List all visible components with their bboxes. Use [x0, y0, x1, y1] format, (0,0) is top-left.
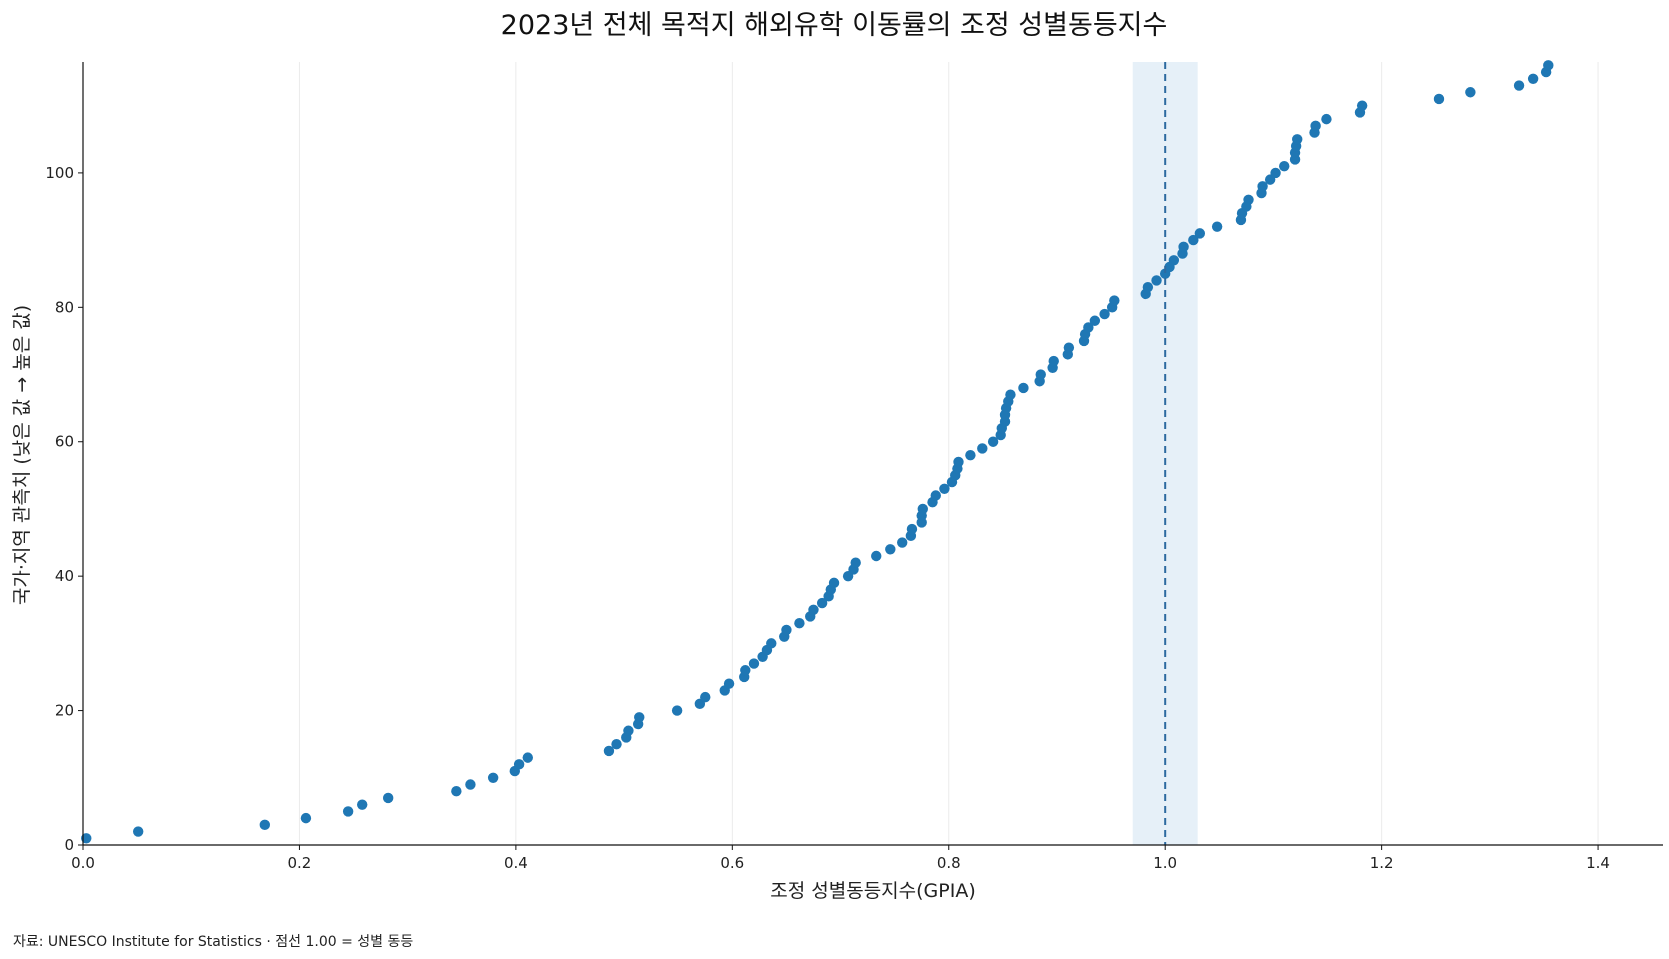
- y-axis-ticks: 0 20 40 60 80 100: [45, 164, 83, 854]
- data-point-8: [451, 786, 462, 797]
- x-tick-label-7: 1.4: [1586, 854, 1610, 872]
- data-point-67: [1005, 389, 1016, 400]
- data-point-2: [132, 826, 144, 837]
- data-point-50: [917, 503, 928, 515]
- data-point-35: [808, 604, 819, 615]
- x-tick-label-2: 0.4: [504, 854, 528, 872]
- y-axis-label: 국가·지역 관측치 (낮은 값 → 높은 값): [11, 305, 33, 605]
- data-point-113: [1513, 80, 1525, 91]
- data-point-12: [513, 759, 525, 770]
- data-point-13: [522, 752, 533, 763]
- data-point-92: [1211, 221, 1223, 232]
- x-axis-ticks: 0.0 0.2 0.4 0.6 0.8 1.0 1.2 1.4: [71, 845, 1610, 872]
- data-point-112: [1465, 87, 1476, 98]
- data-point-47: [906, 523, 918, 535]
- data-point-52: [930, 490, 941, 501]
- data-point-59: [977, 443, 988, 454]
- x-tick-label-4: 0.8: [937, 854, 961, 872]
- data-point-44: [885, 544, 896, 555]
- y-tick-label-4: 80: [55, 298, 74, 316]
- x-tick-label-6: 1.2: [1370, 854, 1394, 872]
- y-tick-label-5: 100: [45, 164, 74, 182]
- grid-lines: [82, 62, 1599, 845]
- data-point-90: [1188, 234, 1199, 246]
- data-point-116: [1543, 60, 1554, 71]
- data-point-72: [1048, 355, 1059, 367]
- data-point-70: [1035, 369, 1046, 380]
- data-point-74: [1063, 342, 1075, 353]
- data-point-20: [671, 705, 683, 716]
- data-point-83: [1142, 281, 1154, 293]
- data-point-22: [700, 691, 711, 703]
- data-point-26: [740, 665, 751, 676]
- data-point-101: [1279, 160, 1290, 172]
- data-point-9: [465, 779, 476, 790]
- data-point-39: [828, 577, 840, 589]
- y-tick-label-2: 40: [55, 567, 74, 585]
- data-point-53: [939, 483, 950, 494]
- y-tick-label-1: 20: [55, 702, 74, 720]
- data-point-81: [1109, 295, 1120, 306]
- data-point-32: [781, 624, 792, 636]
- data-point-43: [871, 550, 882, 562]
- data-point-57: [953, 456, 964, 468]
- data-point-78: [1089, 315, 1101, 326]
- data-point-36: [816, 597, 828, 609]
- x-tick-label-5: 1.0: [1153, 854, 1177, 872]
- data-point-27: [748, 658, 760, 669]
- data-point-19: [634, 712, 645, 723]
- data-point-100: [1270, 167, 1281, 179]
- data-point-14: [603, 745, 615, 757]
- data-point-96: [1243, 194, 1254, 205]
- x-axis-label: 조정 성별동등지수(GPIA): [770, 880, 976, 902]
- x-tick-label-1: 0.2: [288, 854, 312, 872]
- data-point-5: [342, 806, 354, 817]
- data-point-114: [1527, 73, 1539, 85]
- data-point-98: [1257, 181, 1268, 192]
- data-point-42: [850, 557, 861, 568]
- y-tick-label-0: 0: [64, 836, 74, 854]
- data-point-89: [1178, 241, 1189, 253]
- y-tick-label-3: 60: [55, 433, 74, 451]
- data-point-10: [487, 772, 499, 783]
- chart-title: 2023년 전체 목적지 해외유학 이동률의 조정 성별동등지수: [501, 10, 1168, 41]
- data-point-68: [1018, 382, 1029, 394]
- data-point-7: [382, 792, 394, 804]
- source-note: 자료: UNESCO Institute for Statistics · 점선…: [13, 934, 414, 950]
- data-point-1: [81, 833, 92, 844]
- data-point-84: [1151, 275, 1162, 286]
- x-tick-label-0: 0.0: [71, 854, 95, 872]
- data-points: [81, 60, 1554, 844]
- data-point-4: [300, 812, 312, 824]
- data-point-77: [1083, 322, 1094, 333]
- data-point-30: [766, 638, 777, 649]
- data-point-108: [1321, 113, 1332, 125]
- data-point-6: [357, 799, 368, 810]
- data-point-15: [611, 738, 622, 750]
- data-point-107: [1310, 120, 1321, 132]
- data-point-24: [723, 678, 735, 689]
- data-point-60: [987, 436, 999, 447]
- data-point-87: [1168, 255, 1180, 266]
- data-point-45: [897, 537, 908, 548]
- data-point-111: [1433, 93, 1445, 105]
- data-point-110: [1356, 100, 1368, 111]
- data-point-91: [1194, 228, 1206, 239]
- data-point-79: [1099, 308, 1110, 320]
- data-point-105: [1292, 134, 1303, 145]
- x-tick-label-3: 0.6: [720, 854, 744, 872]
- data-point-17: [623, 725, 634, 736]
- data-point-58: [965, 449, 976, 461]
- data-point-33: [794, 618, 805, 629]
- data-point-3: [259, 819, 271, 831]
